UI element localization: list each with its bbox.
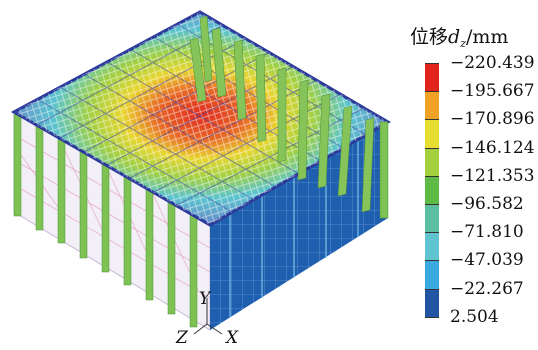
legend-title-prefix: 位移	[410, 26, 449, 48]
tick-label: −220.439	[450, 53, 535, 73]
color-swatch	[425, 119, 439, 148]
tick-label: −71.810	[450, 222, 524, 243]
tick-label: −96.582	[450, 194, 524, 214]
scale-tick	[425, 147, 439, 149]
tick-label: −47.039	[450, 250, 524, 271]
axis-x-label: X	[226, 328, 239, 348]
color-swatch	[425, 232, 439, 261]
color-swatch	[425, 147, 439, 176]
legend-title-unit: /mm	[465, 26, 509, 48]
legend-title-subscript: z	[460, 37, 466, 50]
scale-tick	[425, 316, 439, 318]
legend-title-symbol: d	[448, 26, 461, 48]
axis-y-label: Y	[199, 289, 211, 309]
color-swatch	[425, 175, 439, 204]
tick-label: −146.124	[450, 137, 535, 158]
scale-tick	[425, 91, 439, 93]
legend-title: 位移dz/mm	[410, 22, 508, 50]
scale-tick	[425, 175, 439, 177]
tick-label: 2.504	[450, 306, 499, 327]
tick-label: −22.267	[450, 278, 524, 299]
scale-tick	[425, 63, 439, 64]
color-swatch	[425, 260, 439, 289]
color-swatch	[425, 91, 439, 120]
scale-tick	[425, 204, 439, 205]
tick-label: −195.667	[450, 81, 535, 102]
scale-tick	[425, 288, 439, 290]
color-swatch	[425, 63, 439, 92]
scale-tick	[425, 119, 439, 121]
tick-label: −121.353	[450, 165, 535, 186]
color-swatch	[425, 204, 439, 233]
color-swatch	[425, 288, 439, 317]
scale-tick	[425, 260, 439, 262]
axis-z-label: Z	[176, 328, 188, 348]
tick-label: −170.896	[450, 109, 535, 130]
scale-tick	[425, 232, 439, 234]
